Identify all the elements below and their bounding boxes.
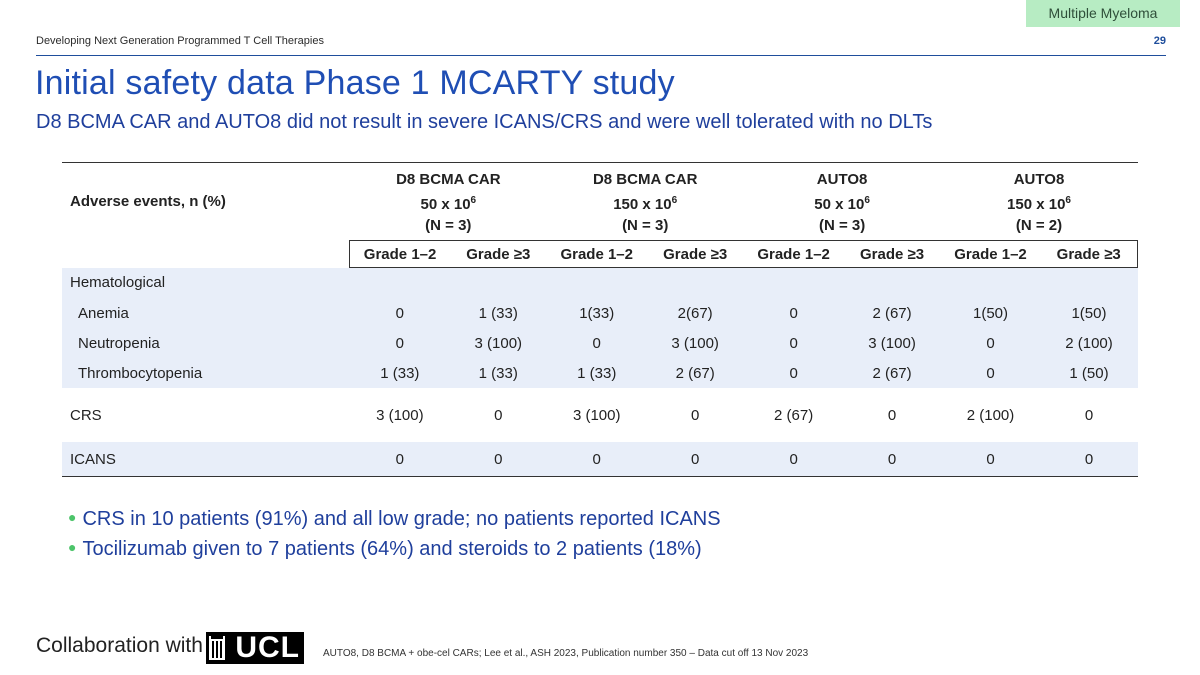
- table-cell: 3 (100): [843, 328, 941, 358]
- column-group-header: AUTO8 150 x 106 (N = 2): [941, 163, 1138, 241]
- table-cell: 1 (33): [349, 358, 450, 388]
- grade-header: Grade 1–2: [743, 240, 844, 268]
- topic-tag: Multiple Myeloma: [1026, 0, 1180, 27]
- group-n: (N = 2): [1015, 217, 1063, 234]
- table-cell: 0: [743, 358, 844, 388]
- table-cell: 0: [449, 442, 547, 477]
- group-n: (N = 3): [425, 217, 472, 234]
- table-cell: 3 (100): [376, 406, 424, 424]
- header-divider: [36, 55, 1166, 56]
- group-dose: 150 x 106: [613, 195, 678, 213]
- slide-subheading: D8 BCMA CAR and AUTO8 did not result in …: [36, 111, 933, 133]
- slide-title: Initial safety data Phase 1 MCARTY study: [35, 64, 675, 102]
- column-group-header: D8 BCMA CAR 50 x 106 (N = 3): [350, 163, 547, 241]
- page-number: 29: [1153, 35, 1166, 47]
- table-cell: 0: [349, 442, 450, 477]
- table-cell: 0: [940, 358, 1041, 388]
- column-group-header: D8 BCMA CAR 150 x 106 (N = 3): [547, 163, 744, 241]
- row-header: Adverse events, n (%): [70, 193, 226, 211]
- grade-header: Grade ≥3: [449, 240, 547, 268]
- grade-header: Grade ≥3: [1040, 240, 1139, 268]
- adverse-events-table: Adverse events, n (%) D8 BCMA CAR 50 x 1…: [62, 162, 1139, 477]
- reference-footnote: AUTO8, D8 BCMA + obe-cel CARs; Lee et al…: [323, 648, 809, 659]
- table-cell: 0: [940, 442, 1041, 477]
- table-cell: 0: [743, 328, 844, 358]
- grade-header: Grade 1–2: [546, 240, 647, 268]
- group-dose: 50 x 106: [420, 195, 477, 213]
- grade-header-row: Grade 1–2 Grade ≥3 Grade 1–2 Grade ≥3 Gr…: [62, 240, 1139, 268]
- bullet-list: ● CRS in 10 patients (91%) and all low gr…: [68, 505, 721, 565]
- table-cell: 0: [349, 328, 450, 358]
- group-name: AUTO8: [1013, 171, 1065, 188]
- presentation-subtitle: Developing Next Generation Programmed T …: [36, 35, 324, 47]
- grade-header: Grade 1–2: [940, 240, 1041, 268]
- table-cell: 0: [887, 406, 897, 424]
- grade-header: Grade 1–2: [349, 240, 450, 268]
- table-cell: 1 (33): [449, 298, 547, 328]
- table-cell: 0: [940, 328, 1041, 358]
- table-row: Thrombocytopenia 1 (33) 1 (33) 1 (33) 2 …: [62, 358, 1138, 388]
- group-name: D8 BCMA CAR: [592, 171, 698, 188]
- table-cell: 1 (50): [1040, 358, 1138, 388]
- row-label: Neutropenia: [62, 328, 350, 358]
- table-cell: 0: [1040, 442, 1138, 477]
- grade-header: Grade ≥3: [646, 240, 744, 268]
- table-row: ICANS 0 0 0 0 0 0 0 0: [62, 442, 1138, 477]
- row-label: ICANS: [62, 442, 350, 477]
- table-cell: 2 (67): [843, 358, 941, 388]
- table-cell: 2 (100): [1040, 328, 1138, 358]
- table-cell: 1 (33): [546, 358, 647, 388]
- table-header-row: Adverse events, n (%) D8 BCMA CAR 50 x 1…: [62, 162, 1138, 241]
- table-row: CRS 3 (100) 0 3 (100) 0 2 (67) 0 2 (100)…: [62, 388, 1138, 442]
- group-dose: 150 x 106: [1007, 195, 1071, 213]
- table-cell: 3 (100): [449, 328, 547, 358]
- ucl-logo: UCL: [206, 632, 304, 664]
- table-cell: 0: [690, 406, 700, 424]
- table-cell: 1 (33): [449, 358, 547, 388]
- table-row: Anemia 0 1 (33) 1(33) 2(67) 0 2 (67) 1(5…: [62, 298, 1138, 328]
- table-cell: 1(33): [546, 298, 647, 328]
- table-cell: 0: [843, 442, 941, 477]
- table-cell: 0: [1084, 406, 1094, 424]
- table-cell: 2 (67): [646, 358, 744, 388]
- portico-icon: [209, 636, 225, 660]
- bullet-item: ● CRS in 10 patients (91%) and all low gr…: [68, 508, 721, 530]
- table-row: Neutropenia 0 3 (100) 0 3 (100) 0 3 (100…: [62, 328, 1138, 358]
- table-cell: 0: [646, 442, 744, 477]
- table-cell: 0: [546, 328, 647, 358]
- table-cell: 1(50): [940, 298, 1041, 328]
- row-label: Anemia: [62, 298, 350, 328]
- table-row: Hematological: [62, 267, 1138, 298]
- row-label: CRS: [70, 406, 102, 424]
- category-label: Hematological: [62, 267, 350, 298]
- table-cell: 0: [349, 298, 450, 328]
- table-cell: 3 (100): [572, 406, 621, 424]
- table-cell: 0: [743, 298, 844, 328]
- bullet-item: ● Tocilizumab given to 7 patients (64%) a…: [68, 538, 702, 560]
- row-label: Thrombocytopenia: [62, 358, 350, 388]
- group-dose: 50 x 106: [814, 195, 870, 213]
- column-group-header: AUTO8 50 x 106 (N = 3): [744, 163, 941, 241]
- bullet-dot-icon: ●: [68, 509, 77, 525]
- table-cell: 1(50): [1040, 298, 1138, 328]
- group-name: D8 BCMA CAR: [396, 171, 501, 188]
- group-n: (N = 3): [818, 217, 866, 234]
- table-cell: 0: [546, 442, 647, 477]
- table-cell: 0: [494, 406, 503, 424]
- table-cell: 0: [743, 442, 844, 477]
- grade-header: Grade ≥3: [843, 240, 941, 268]
- table-cell: 2 (67): [843, 298, 941, 328]
- table-cell: 2 (100): [966, 406, 1015, 424]
- group-name: AUTO8: [816, 171, 868, 188]
- table-cell: 3 (100): [646, 328, 744, 358]
- table-cell: 2 (67): [774, 406, 814, 424]
- group-n: (N = 3): [622, 217, 669, 234]
- table-cell: 2(67): [646, 298, 744, 328]
- bullet-dot-icon: ●: [68, 539, 77, 555]
- collaboration-label: Collaboration with: [36, 634, 203, 657]
